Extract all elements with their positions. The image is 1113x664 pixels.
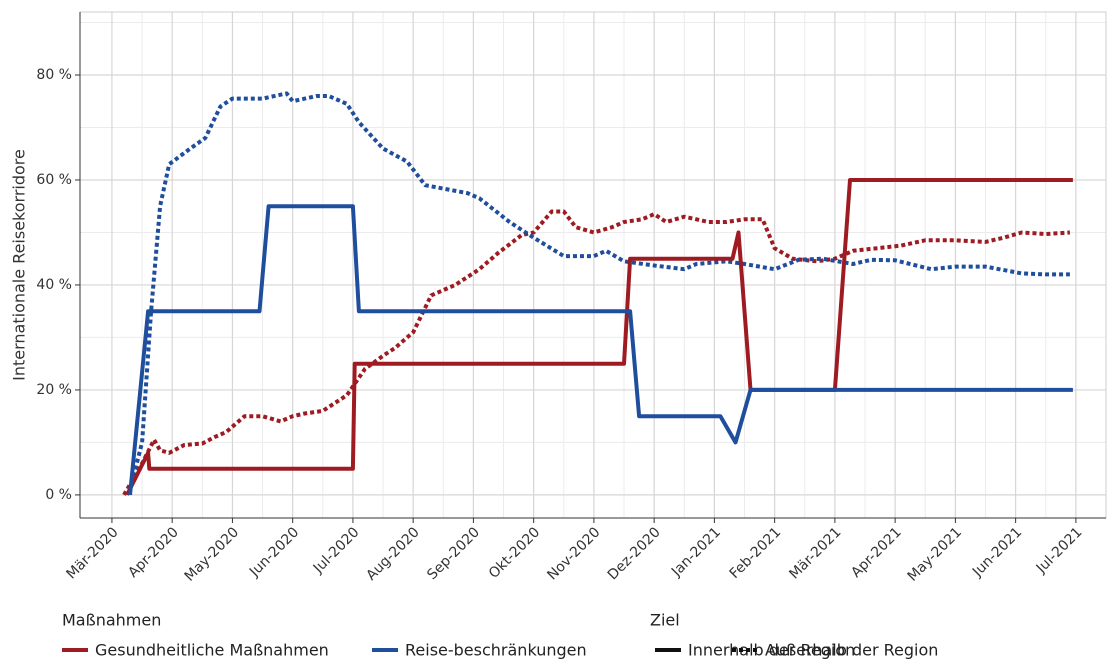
x-tick-label: Mär-2020 [63,524,121,582]
x-tick-label: Aug-2020 [363,524,422,583]
x-tick-label: Jul-2020 [310,524,363,577]
y-tick-label: 60 % [36,172,72,188]
x-tick-label: Apr-2021 [848,524,905,581]
x-tick-label: Jul-2021 [1033,524,1086,577]
x-tick-label: May-2021 [905,524,965,584]
legend-label: Außerhalb der Region [765,641,938,660]
y-tick-label: 40 % [36,277,72,293]
legend-label: Gesundheitliche Maßnahmen [95,641,329,660]
x-tick-label: May-2020 [182,524,242,584]
x-tick-label: Okt-2020 [486,524,543,581]
x-tick-label: Jun-2021 [969,524,1025,580]
legend-title: Maßnahmen [62,611,161,630]
x-tick-label: Jun-2020 [246,524,302,580]
x-tick-label: Jan-2021 [668,524,724,580]
legend-title: Ziel [650,611,680,630]
line-series [128,91,1070,491]
y-axis-label: Internationale Reisekorridore [10,149,29,381]
x-tick-label: Sep-2020 [424,524,483,583]
y-tick-label: 80 % [36,67,72,83]
x-tick-label: Dez-2020 [605,524,664,583]
y-tick-label: 0 % [45,487,72,503]
x-tick-label: Mär-2021 [786,524,844,582]
x-tick-label: Nov-2020 [544,524,603,583]
legend-label: Reise-beschränkungen [405,641,587,660]
line-series [128,204,1073,496]
line-series [122,209,1071,496]
x-tick-label: Feb-2021 [727,524,785,582]
x-tick-label: Apr-2020 [125,524,182,581]
legend-label: Innerhalb der Region [688,641,855,660]
legend: Maßnahmen Gesundheitliche Maßnahmen Reise-… [62,611,938,660]
y-tick-label: 20 % [36,382,72,398]
